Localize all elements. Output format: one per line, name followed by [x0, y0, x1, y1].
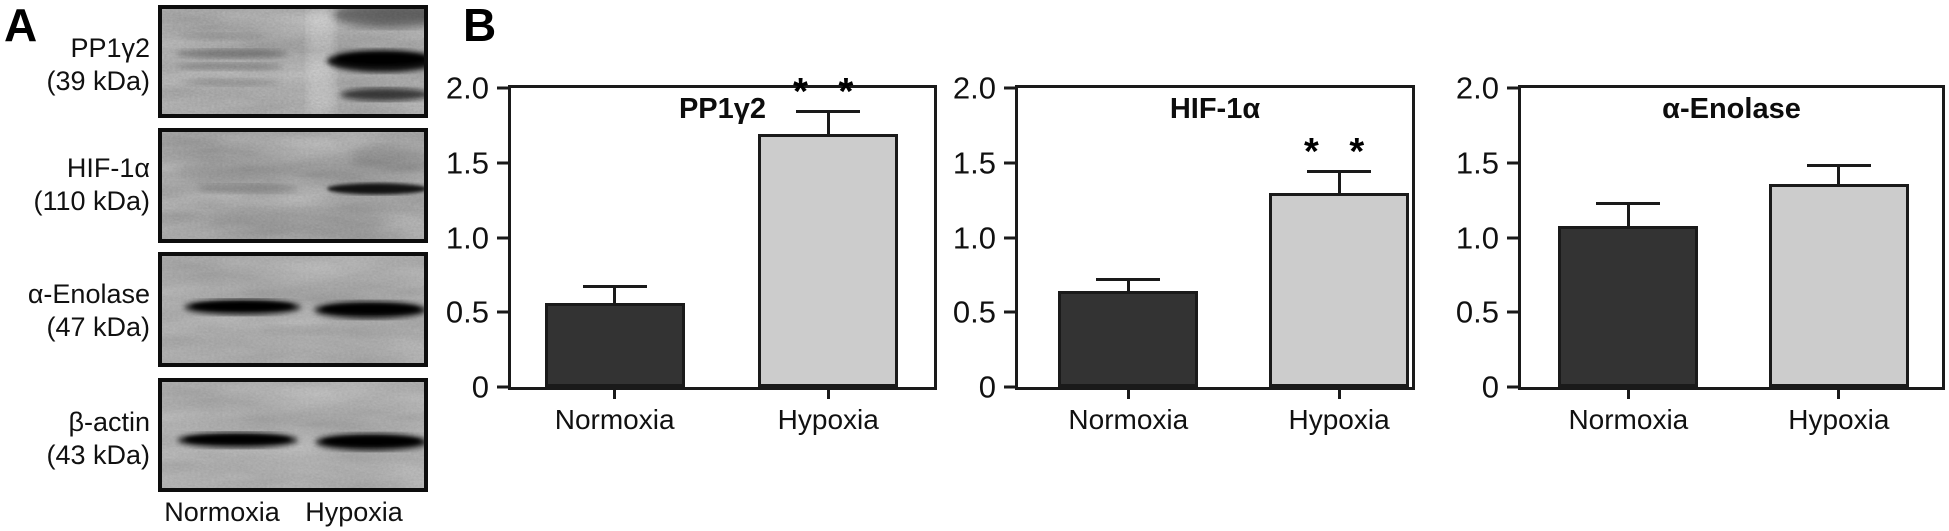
error-bar-cap-normoxia	[582, 285, 647, 289]
blot-molecular-weight: (39 kDa)	[46, 66, 150, 96]
error-bar-cap-hypoxia	[796, 110, 861, 114]
y-tick-label: 1.5	[1455, 145, 1499, 181]
chart-title: PP1γ2	[678, 93, 767, 125]
error-bar-stem-normoxia	[1626, 204, 1630, 226]
error-bar-stem-normoxia	[613, 288, 617, 304]
blot-molecular-weight: (43 kDa)	[46, 440, 150, 470]
blot-molecular-weight: (47 kDa)	[46, 312, 150, 342]
westernblot-bactin-image	[158, 378, 428, 492]
bar-normoxia	[544, 303, 685, 387]
blot-protein-name: β-actin	[68, 407, 150, 437]
bar-hypoxia	[1768, 183, 1909, 387]
westernblot-hif1a-image	[158, 128, 428, 243]
y-tick-label: 0	[978, 369, 996, 405]
lane-label-normoxia: Normoxia	[164, 497, 280, 527]
y-tick-label: 1.0	[1455, 220, 1499, 255]
y-tick-mark	[1507, 161, 1521, 165]
y-tick-mark	[497, 161, 511, 165]
y-tick-mark	[1507, 86, 1521, 90]
westernblot-enolase-image	[158, 252, 428, 367]
y-tick-mark	[1507, 236, 1521, 239]
bar-chart-pp1g2: PP1γ2 0 0.5 1.0 1.5 2.0 Normoxia Hypoxia * *	[446, 73, 937, 435]
y-tick-mark	[1004, 236, 1018, 239]
y-tick-label: 0.5	[445, 294, 489, 330]
y-tick-label: 0.5	[1455, 294, 1499, 330]
panel-b-letter: B	[463, 0, 497, 51]
x-tick-label-hypoxia: Hypoxia	[1788, 404, 1890, 435]
x-tick-mark	[826, 390, 830, 399]
y-tick-mark	[1507, 310, 1521, 314]
y-tick-label: 2.0	[1455, 70, 1499, 106]
y-tick-label: 2.0	[952, 70, 996, 106]
bar-normoxia	[1058, 291, 1199, 387]
y-tick-label: 1.0	[445, 220, 489, 255]
chart-title: HIF-1α	[1169, 93, 1261, 125]
error-bar-stem-normoxia	[1126, 280, 1130, 292]
y-tick-label: 1.0	[952, 220, 996, 255]
blot-protein-name: PP1γ2	[70, 33, 150, 63]
bar-hypoxia	[1269, 192, 1410, 387]
bar-chart-hif1a: HIF-1α 0 0.5 1.0 1.5 2.0 Normoxia Hypoxia * *	[953, 73, 1415, 435]
blot-label-pp1g2: PP1γ2 (39 kDa)	[0, 32, 150, 98]
blot-protein-name: HIF-1α	[66, 153, 150, 183]
blot-protein-name: α-Enolase	[27, 279, 150, 309]
blot-label-enolase: α-Enolase (47 kDa)	[0, 278, 150, 344]
x-tick-label-hypoxia: Hypoxia	[1288, 404, 1390, 435]
panel-a-letter: A	[4, 0, 38, 51]
y-tick-mark	[497, 86, 511, 90]
blot-label-bactin: β-actin (43 kDa)	[0, 406, 150, 472]
y-tick-label: 0.5	[952, 294, 996, 330]
y-tick-mark	[497, 310, 511, 314]
error-bar-cap-hypoxia	[1307, 170, 1372, 174]
x-tick-label-hypoxia: Hypoxia	[777, 404, 879, 435]
x-tick-mark	[1837, 390, 1841, 399]
x-tick-mark	[1626, 390, 1630, 399]
x-tick-label-normoxia: Normoxia	[1068, 404, 1189, 435]
y-tick-label: 1.5	[445, 145, 489, 181]
significance-asterisks: * *	[1304, 131, 1375, 174]
y-tick-mark	[497, 385, 511, 389]
y-tick-mark	[1507, 385, 1521, 389]
bar-hypoxia	[758, 134, 899, 387]
bar-normoxia	[1558, 225, 1699, 387]
x-tick-label-normoxia: Normoxia	[554, 404, 675, 435]
significance-asterisks: * *	[793, 71, 864, 114]
y-tick-mark	[1004, 86, 1018, 90]
y-tick-mark	[1004, 310, 1018, 314]
blot-molecular-weight: (110 kDa)	[33, 186, 150, 216]
error-bar-cap-normoxia	[1096, 277, 1161, 281]
y-tick-mark	[1004, 161, 1018, 165]
x-tick-mark	[1126, 390, 1130, 399]
chart-title: α-Enolase	[1662, 93, 1801, 125]
y-tick-mark	[1004, 385, 1018, 389]
y-tick-label: 0	[1481, 369, 1499, 405]
x-tick-mark	[613, 390, 617, 399]
lane-label-hypoxia: Hypoxia	[305, 497, 403, 527]
bar-chart-enolase: α-Enolase 0 0.5 1.0 1.5 2.0 Normoxia Hypoxia	[1456, 73, 1945, 435]
blot-label-hif1a: HIF-1α (110 kDa)	[0, 152, 150, 218]
y-tick-mark	[497, 236, 511, 239]
westernblot-pp1g2-image	[158, 5, 428, 118]
x-tick-mark	[1337, 390, 1341, 399]
y-tick-label: 2.0	[445, 70, 489, 106]
error-bar-stem-hypoxia	[1837, 167, 1841, 184]
error-bar-stem-hypoxia	[1337, 173, 1341, 193]
y-tick-label: 0	[471, 369, 489, 405]
y-tick-label: 1.5	[952, 145, 996, 181]
x-tick-label-normoxia: Normoxia	[1568, 404, 1689, 435]
error-bar-cap-normoxia	[1596, 201, 1661, 205]
error-bar-cap-hypoxia	[1806, 164, 1871, 168]
error-bar-stem-hypoxia	[826, 113, 830, 135]
